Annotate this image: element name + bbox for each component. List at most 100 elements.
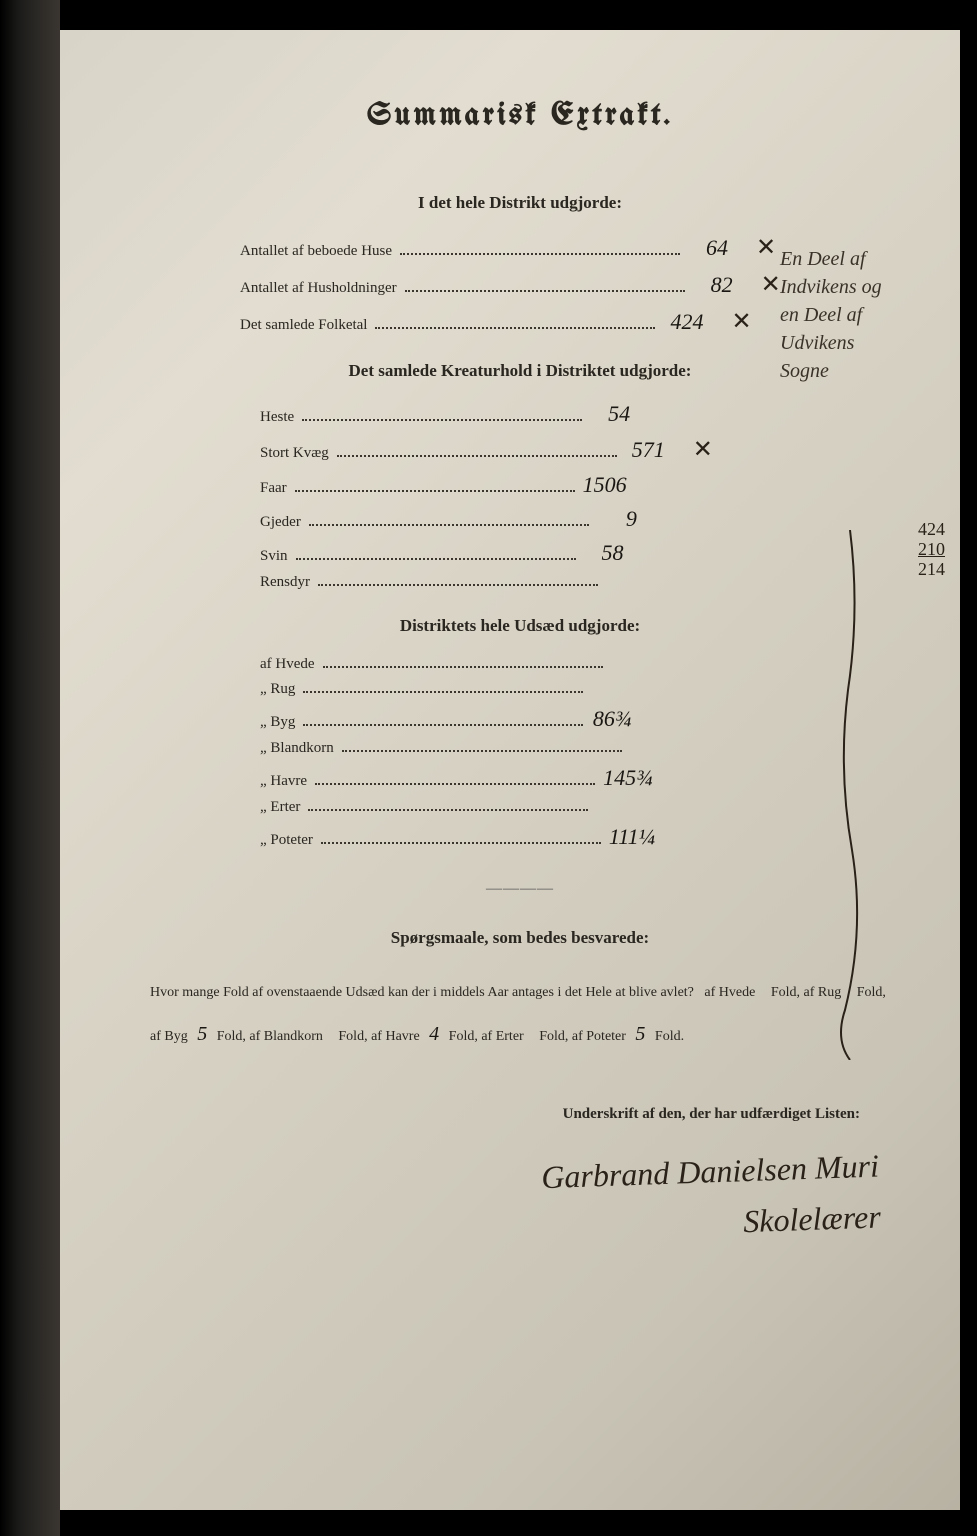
q-mixed: af Blandkorn Fold, xyxy=(249,1029,371,1044)
value: 145¾ xyxy=(603,765,673,791)
q-value: 4 xyxy=(423,1023,445,1045)
label: af Hvede xyxy=(260,656,315,673)
q-value: 5 xyxy=(191,1023,213,1045)
label: Gjeder xyxy=(260,514,301,531)
row-sheep: Faar 1506 xyxy=(120,472,920,498)
leader-dots xyxy=(400,253,680,255)
leader-dots xyxy=(296,558,576,560)
row-reindeer: Rensdyr xyxy=(120,574,920,591)
q-label: af Rug xyxy=(804,985,842,1000)
value: 64 xyxy=(688,235,748,261)
question-prompt: Hvor mange Fold af ovenstaaende Udsæd ka… xyxy=(150,985,694,1000)
leader-dots xyxy=(318,584,598,586)
leader-dots xyxy=(302,419,582,421)
label: Antallet af beboede Huse xyxy=(240,243,392,260)
value: 82 xyxy=(693,272,753,298)
row-oats: „ Havre 145¾ xyxy=(120,765,920,791)
q-value: 5 xyxy=(629,1023,651,1045)
q-rye: af Rug Fold, xyxy=(804,985,886,1000)
row-wheat: af Hvede xyxy=(120,656,920,673)
book-spine xyxy=(0,0,60,1536)
label: „ Havre xyxy=(260,773,307,790)
row-potatoes: „ Poteter 111¼ xyxy=(120,824,920,850)
value: 54 xyxy=(590,401,650,427)
row-cattle: Stort Kvæg 571 ✕ xyxy=(120,435,920,464)
label: Det samlede Folketal xyxy=(240,317,367,334)
q-unit: Fold, xyxy=(771,985,800,1000)
label: „ Rug xyxy=(260,681,295,698)
label: Faar xyxy=(260,480,287,497)
q-wheat: af Hvede Fold, xyxy=(704,985,803,1000)
leader-dots xyxy=(308,809,588,811)
q-label: af Poteter xyxy=(572,1029,626,1044)
label: Heste xyxy=(260,409,294,426)
q-label: af Erter xyxy=(481,1029,523,1044)
q-label: af Hvede xyxy=(704,985,755,1000)
q-label: af Havre xyxy=(371,1029,420,1044)
label: „ Erter xyxy=(260,799,300,816)
label: Rensdyr xyxy=(260,574,310,591)
row-pigs: Svin 58 xyxy=(120,540,920,566)
q-potatoes: af Poteter 5 Fold. xyxy=(572,1029,684,1044)
row-goats: Gjeder 9 xyxy=(120,506,920,532)
questions-block: Hvor mange Fold af ovenstaaende Udsæd ka… xyxy=(120,968,920,1056)
leader-dots xyxy=(323,666,603,668)
leader-dots xyxy=(321,842,601,844)
check-mark: ✕ xyxy=(685,435,713,464)
q-peas: af Erter Fold, xyxy=(481,1029,572,1044)
leader-dots xyxy=(337,455,617,457)
q-barley: af Byg 5 Fold, xyxy=(150,1029,249,1044)
row-peas: „ Erter xyxy=(120,799,920,816)
q-unit: Fold, xyxy=(539,1029,568,1044)
signature-label: Underskrift af den, der har udfærdiget L… xyxy=(120,1106,920,1123)
leader-dots xyxy=(309,524,589,526)
q-unit: Fold, xyxy=(338,1029,367,1044)
q-value xyxy=(759,979,771,1001)
row-barley: „ Byg 86¾ xyxy=(120,706,920,732)
signature: Garbrand Danielsen Muri Skolelærer xyxy=(118,1139,921,1269)
q-value xyxy=(845,979,857,1001)
q-unit: Fold, xyxy=(449,1029,478,1044)
section1-heading: I det hele Distrikt udgjorde: xyxy=(120,193,920,213)
check-mark: ✕ xyxy=(753,270,781,299)
margin-calculation: 424 210 214 xyxy=(918,520,945,579)
q-label: af Blandkorn xyxy=(249,1029,322,1044)
label: „ Byg xyxy=(260,714,295,731)
check-mark: ✕ xyxy=(723,307,751,336)
margin-line: en Deel af xyxy=(780,301,940,329)
value: 9 xyxy=(597,506,657,532)
label: Stort Kvæg xyxy=(260,445,329,462)
q-unit: Fold, xyxy=(857,985,886,1000)
leader-dots xyxy=(375,327,655,329)
margin-line: Sogne xyxy=(780,357,940,385)
margin-line: Indvikens og xyxy=(780,273,940,301)
q-value xyxy=(527,1023,539,1045)
leader-dots xyxy=(342,750,622,752)
q-value xyxy=(326,1023,338,1045)
label: Svin xyxy=(260,548,288,565)
page-title: Summarisk Extrakt. xyxy=(120,100,920,133)
row-rye: „ Rug xyxy=(120,681,920,698)
q-unit: Fold. xyxy=(655,1029,684,1044)
calc-line: 214 xyxy=(918,560,945,580)
calc-line: 424 xyxy=(918,520,945,540)
questions-heading: Spørgsmaale, som bedes besvarede: xyxy=(120,928,920,948)
value: 86¾ xyxy=(591,706,651,732)
margin-line: En Deel af xyxy=(780,245,940,273)
value: 571 xyxy=(625,437,685,463)
leader-dots xyxy=(303,724,583,726)
section3-heading: Distriktets hele Udsæd udgjorde: xyxy=(120,616,920,636)
document-page: Summarisk Extrakt. I det hele Distrikt u… xyxy=(60,30,960,1510)
margin-note: En Deel af Indvikens og en Deel af Udvik… xyxy=(780,245,940,385)
value: 111¼ xyxy=(609,824,675,850)
row-mixed-grain: „ Blandkorn xyxy=(120,740,920,757)
value: 58 xyxy=(584,540,644,566)
value: 1506 xyxy=(583,472,647,498)
q-oats: af Havre 4 Fold, xyxy=(371,1029,481,1044)
check-mark: ✕ xyxy=(748,233,776,262)
divider: ———— xyxy=(120,880,920,898)
row-horses: Heste 54 xyxy=(120,401,920,427)
value: 424 xyxy=(663,309,723,335)
label: „ Blandkorn xyxy=(260,740,334,757)
calc-line: 210 xyxy=(918,540,945,560)
